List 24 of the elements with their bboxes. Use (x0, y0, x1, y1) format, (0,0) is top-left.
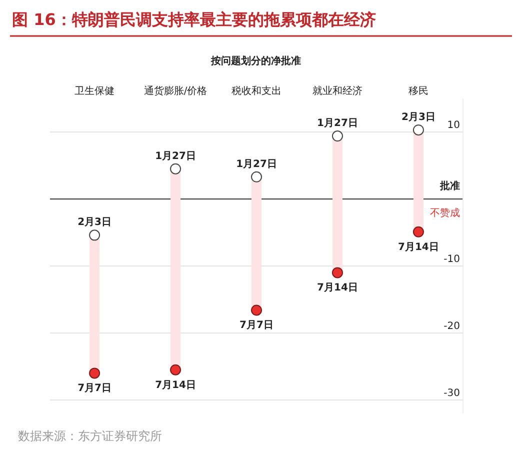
ref-line-label: 批准 (439, 180, 460, 192)
data-label: 2月3日 (78, 217, 112, 228)
source-note: 数据来源：东方证券研究所 (18, 429, 162, 443)
y-tick-label: -30 (444, 388, 460, 399)
data-label: 1月27日 (155, 150, 196, 162)
y-tick-label: -10 (444, 254, 460, 265)
x-tick-label: 就业和经济 (312, 85, 362, 97)
data-label: 7月7日 (78, 383, 112, 394)
y-tick-label: -20 (444, 321, 460, 332)
x-tick-label: 通货膨胀/价格 (144, 85, 208, 97)
x-tick-label: 卫生保健 (74, 85, 115, 97)
data-label: 7月14日 (155, 380, 196, 391)
annotation: 不赞成 (430, 207, 460, 219)
data-label: 7月14日 (398, 242, 439, 253)
data-label: 1月27日 (317, 118, 358, 130)
x-tick-label: 移民 (408, 85, 428, 97)
y-tick-label: 10 (447, 120, 460, 131)
data-label: 7月14日 (317, 282, 358, 294)
data-label: 1月27日 (236, 158, 277, 170)
data-label: 7月7日 (240, 320, 274, 332)
x-tick-label: 税收和支出 (232, 85, 282, 97)
chart-subtitle: 按问题划分的净批准 (210, 55, 301, 67)
chart-title: 图 16：特朗普民调支持率最主要的拖累项都在经济 (12, 10, 376, 29)
data-label: 2月3日 (402, 112, 436, 123)
